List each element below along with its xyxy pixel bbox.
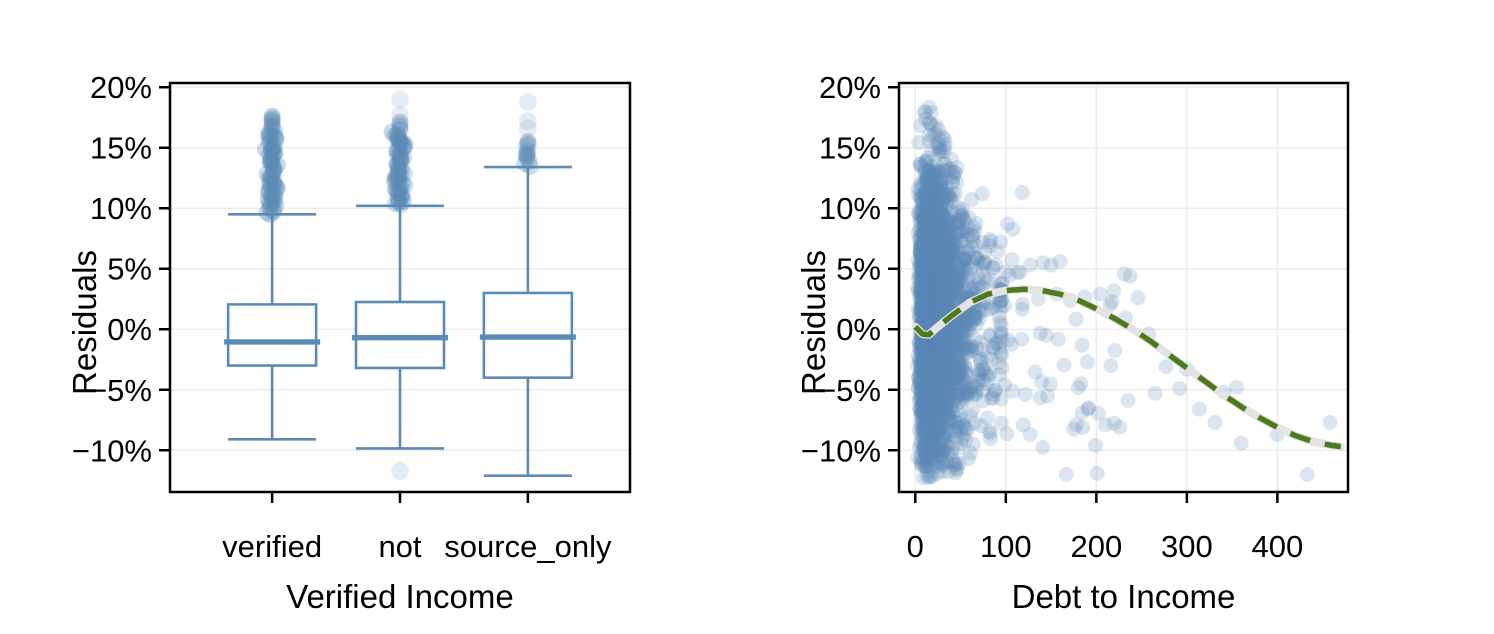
y-tick-label: 0% — [107, 312, 152, 347]
iqr-box — [226, 303, 318, 367]
y-tick-label: 0% — [836, 312, 881, 347]
boxplot-source_only — [479, 92, 576, 477]
x-category-label: not — [378, 529, 421, 564]
x-category-label: source_only — [444, 529, 612, 564]
y-tick-label: 20% — [90, 70, 152, 105]
x-axis-title: Verified Income — [286, 578, 513, 615]
x-tick-label: 200 — [1070, 529, 1122, 564]
y-axis: 20% 15% 10% 5% 0% −5% −10% — [72, 70, 170, 468]
outlier-points — [256, 107, 287, 224]
boxplot-panel: 20% 15% 10% 5% 0% −5% −10% verified not source_on… — [66, 70, 632, 615]
x-category-label: verified — [222, 529, 322, 564]
outlier-points — [516, 92, 539, 176]
x-axis-title: Debt to Income — [1012, 578, 1236, 615]
y-tick-label: 20% — [819, 70, 881, 105]
y-axis-title: Residuals — [795, 250, 832, 395]
y-tick-label: −5% — [818, 373, 881, 408]
y-tick-label: 10% — [90, 191, 152, 226]
y-axis-title: Residuals — [66, 250, 103, 395]
y-tick-label: 5% — [107, 252, 152, 287]
outlier-points — [383, 90, 414, 480]
x-tick-label: 300 — [1161, 529, 1213, 564]
plot-frame — [897, 81, 1350, 494]
y-tick-label: 15% — [819, 131, 881, 166]
sparse-points — [949, 185, 1338, 482]
y-tick-label: −10% — [72, 433, 152, 468]
x-axis: 0 100 200 300 400 — [907, 492, 1304, 564]
y-tick-label: 15% — [90, 131, 152, 166]
x-axis: verified not source_only — [222, 492, 612, 564]
boxplot-not — [352, 90, 448, 480]
scatter-panel: 20% 15% 10% 5% 0% −5% −10% 0 100 200 300 400 Debt to… — [795, 70, 1350, 615]
y-tick-label: −5% — [89, 373, 152, 408]
x-tick-label: 0 — [907, 529, 924, 564]
y-tick-label: 5% — [836, 252, 881, 287]
y-tick-label: −10% — [801, 433, 881, 468]
boxplot-verified — [224, 107, 321, 441]
y-axis: 20% 15% 10% 5% 0% −5% −10% — [801, 70, 899, 468]
x-tick-label: 100 — [980, 529, 1032, 564]
y-tick-label: 10% — [819, 191, 881, 226]
x-tick-label: 400 — [1252, 529, 1304, 564]
trend-line-dashed — [913, 286, 1342, 450]
iqr-box — [354, 300, 446, 370]
